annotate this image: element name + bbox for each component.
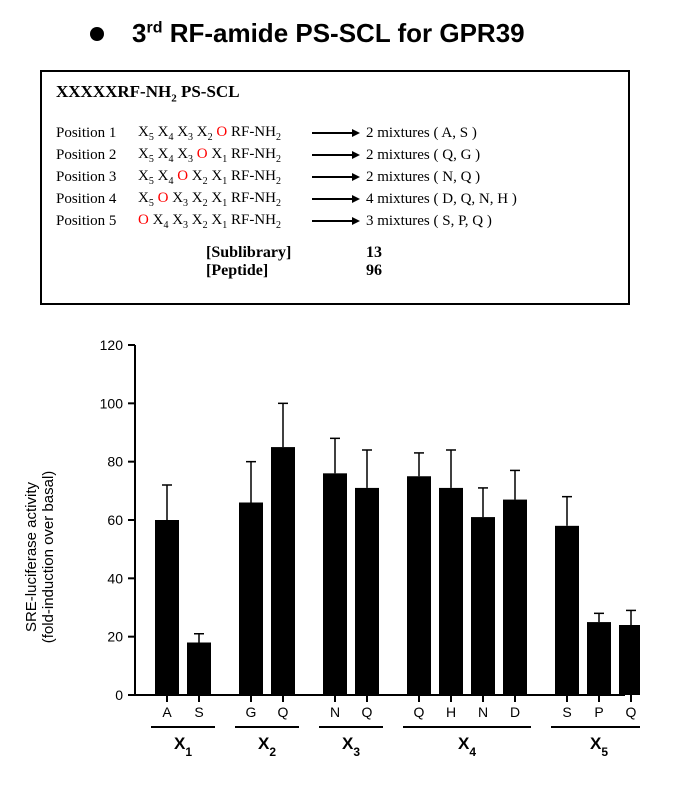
svg-text:D: D (510, 704, 520, 720)
svg-text:60: 60 (107, 512, 123, 528)
page-title: 3rd RF-amide PS-SCL for GPR39 (90, 18, 525, 49)
svg-text:Q: Q (362, 704, 373, 720)
peptide-row: [Peptide] 96 (56, 262, 614, 280)
peptide-label: [Peptide] (56, 262, 366, 280)
position-mixtures: 2 mixtures ( Q, G ) (366, 147, 614, 164)
arrow-icon (306, 172, 366, 182)
svg-text:Q: Q (278, 704, 289, 720)
svg-text:X2: X2 (258, 734, 276, 759)
position-label: Position 5 (56, 213, 138, 230)
position-sequence: O X4 X3 X2 X1 RF-NH2 (138, 212, 306, 231)
svg-text:20: 20 (107, 629, 123, 645)
svg-text:100: 100 (100, 395, 124, 411)
sublibrary-row: [Sublibrary] 13 (56, 244, 614, 262)
svg-text:120: 120 (100, 337, 124, 353)
position-row: Position 4X5 O X3 X2 X1 RF-NH2 4 mixtures… (56, 188, 614, 210)
title-text: 3rd RF-amide PS-SCL for GPR39 (132, 18, 525, 49)
position-mixtures: 2 mixtures ( N, Q ) (366, 169, 614, 186)
position-sequence: X5 O X3 X2 X1 RF-NH2 (138, 190, 306, 209)
y-axis-label-line2: (fold-induction over basal) (40, 471, 57, 644)
svg-text:80: 80 (107, 454, 123, 470)
svg-text:P: P (594, 704, 603, 720)
peptide-value: 96 (366, 262, 382, 280)
svg-text:40: 40 (107, 570, 123, 586)
position-sequence: X5 X4 O X2 X1 RF-NH2 (138, 168, 306, 187)
position-sequence: X5 X4 X3 O X1 RF-NH2 (138, 146, 306, 165)
svg-text:H: H (446, 704, 456, 720)
position-label: Position 4 (56, 191, 138, 208)
sublibrary-value: 13 (366, 244, 382, 262)
position-label: Position 2 (56, 147, 138, 164)
library-box: XXXXXRF-NH2 PS-SCL Position 1X5 X4 X3 X2… (40, 70, 630, 305)
position-sequence: X5 X4 X3 X2 O RF-NH2 (138, 124, 306, 143)
svg-text:Q: Q (626, 704, 637, 720)
position-row: Position 5O X4 X3 X2 X1 RF-NH2 3 mixtures… (56, 210, 614, 232)
y-axis-label: SRE-luciferase activity (fold-induction … (23, 407, 57, 707)
position-row: Position 2X5 X4 X3 O X1 RF-NH2 2 mixtures… (56, 144, 614, 166)
position-mixtures: 2 mixtures ( A, S ) (366, 125, 614, 142)
position-row: Position 3X5 X4 O X2 X1 RF-NH2 2 mixtures… (56, 166, 614, 188)
box-heading: XXXXXRF-NH2 PS-SCL (56, 82, 614, 104)
position-label: Position 3 (56, 169, 138, 186)
svg-text:A: A (162, 704, 172, 720)
svg-text:S: S (562, 704, 571, 720)
arrow-icon (306, 194, 366, 204)
sublibrary-label: [Sublibrary] (56, 244, 366, 262)
svg-text:N: N (330, 704, 340, 720)
chart-svg: 020406080100120ASX1GQX2NQX3QHNDX4SPQX5 (40, 330, 640, 780)
position-label: Position 1 (56, 125, 138, 142)
arrow-icon (306, 150, 366, 160)
position-row: Position 1X5 X4 X3 X2 O RF-NH2 2 mixtures… (56, 122, 614, 144)
arrow-icon (306, 216, 366, 226)
svg-text:G: G (246, 704, 257, 720)
svg-text:0: 0 (115, 687, 123, 703)
y-axis-label-line1: SRE-luciferase activity (23, 482, 40, 632)
bar-chart: SRE-luciferase activity (fold-induction … (40, 330, 640, 780)
svg-text:X5: X5 (590, 734, 608, 759)
svg-text:S: S (194, 704, 203, 720)
svg-text:X4: X4 (458, 734, 476, 759)
position-mixtures: 3 mixtures ( S, P, Q ) (366, 213, 614, 230)
svg-text:N: N (478, 704, 488, 720)
position-mixtures: 4 mixtures ( D, Q, N, H ) (366, 191, 614, 208)
bullet-icon (90, 27, 104, 41)
arrow-icon (306, 128, 366, 138)
svg-text:Q: Q (414, 704, 425, 720)
svg-text:X1: X1 (174, 734, 192, 759)
svg-text:X3: X3 (342, 734, 360, 759)
